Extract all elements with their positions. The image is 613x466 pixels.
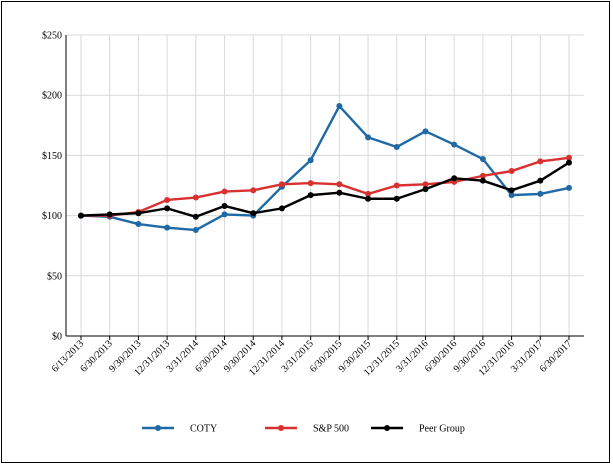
data-point-s-p-500 <box>250 187 257 194</box>
data-point-s-p-500 <box>192 194 199 201</box>
data-point-coty <box>451 141 458 148</box>
series-line-peer-group <box>80 161 570 219</box>
data-point-coty <box>479 156 486 163</box>
data-point-coty <box>537 190 544 197</box>
data-point-peer-group <box>278 205 285 212</box>
data-point-s-p-500 <box>393 182 400 189</box>
data-point-coty <box>566 184 572 191</box>
legend-label-s-p-500: S&P 500 <box>313 424 349 435</box>
data-point-peer-group <box>566 159 572 166</box>
gridlines <box>66 34 584 337</box>
data-point-peer-group <box>336 189 343 196</box>
data-point-peer-group <box>106 211 113 218</box>
data-point-peer-group <box>192 213 199 220</box>
data-point-peer-group <box>393 195 400 202</box>
data-point-s-p-500 <box>164 196 171 203</box>
legend-label-peer-group: Peer Group <box>419 424 465 435</box>
data-point-peer-group <box>250 210 257 217</box>
data-point-peer-group <box>78 212 84 219</box>
data-point-s-p-500 <box>365 190 372 197</box>
data-point-peer-group <box>537 177 544 184</box>
data-point-peer-group <box>422 186 429 193</box>
legend-label-coty: COTY <box>190 424 217 435</box>
data-point-s-p-500 <box>307 180 314 187</box>
y-tick-label: $50 <box>47 271 62 282</box>
x-tick-label: 6/30/2017 <box>538 338 574 374</box>
y-tick-label: $200 <box>42 91 62 102</box>
y-tick-label: $250 <box>42 31 62 42</box>
data-point-s-p-500 <box>508 168 515 175</box>
data-point-s-p-500 <box>566 154 572 161</box>
data-point-s-p-500 <box>278 181 285 188</box>
legend-marker-peer-group <box>384 425 390 431</box>
legend: COTY S&P 500 Peer Group <box>142 424 465 435</box>
data-point-coty <box>365 134 372 141</box>
data-point-peer-group <box>365 195 372 202</box>
legend-marker-coty <box>155 425 161 431</box>
data-point-coty <box>422 128 429 135</box>
data-point-coty <box>221 211 228 218</box>
data-point-s-p-500 <box>336 181 343 188</box>
data-point-peer-group <box>164 205 171 212</box>
series-line-coty <box>80 104 570 232</box>
data-point-s-p-500 <box>479 172 486 179</box>
y-tick-label: $100 <box>42 211 62 222</box>
data-point-peer-group <box>221 202 228 209</box>
y-tick-label: $0 <box>52 332 62 343</box>
data-point-peer-group <box>135 210 142 217</box>
data-point-coty <box>164 224 171 231</box>
data-point-peer-group <box>451 175 458 182</box>
data-point-s-p-500 <box>422 181 429 188</box>
data-point-s-p-500 <box>221 188 228 195</box>
data-point-coty <box>192 227 199 234</box>
y-axis-ticks: $0 $50 $100 $150 $200 $250 <box>42 31 62 343</box>
x-axis-ticks: 6/13/20136/30/20139/30/201312/31/20133/3… <box>50 338 574 378</box>
data-point-peer-group <box>479 177 486 184</box>
series-lines <box>78 103 572 234</box>
data-point-peer-group <box>307 192 314 199</box>
data-point-peer-group <box>508 187 515 194</box>
series-line-s-p-500 <box>81 156 570 217</box>
axes <box>65 35 584 340</box>
y-tick-label: $150 <box>42 151 62 162</box>
data-point-coty <box>307 157 314 164</box>
data-point-coty <box>336 103 343 110</box>
legend-marker-s-p-500 <box>278 425 284 431</box>
data-point-coty <box>508 192 515 199</box>
data-point-s-p-500 <box>537 158 544 165</box>
data-point-coty <box>393 143 400 150</box>
data-point-coty <box>135 221 142 228</box>
